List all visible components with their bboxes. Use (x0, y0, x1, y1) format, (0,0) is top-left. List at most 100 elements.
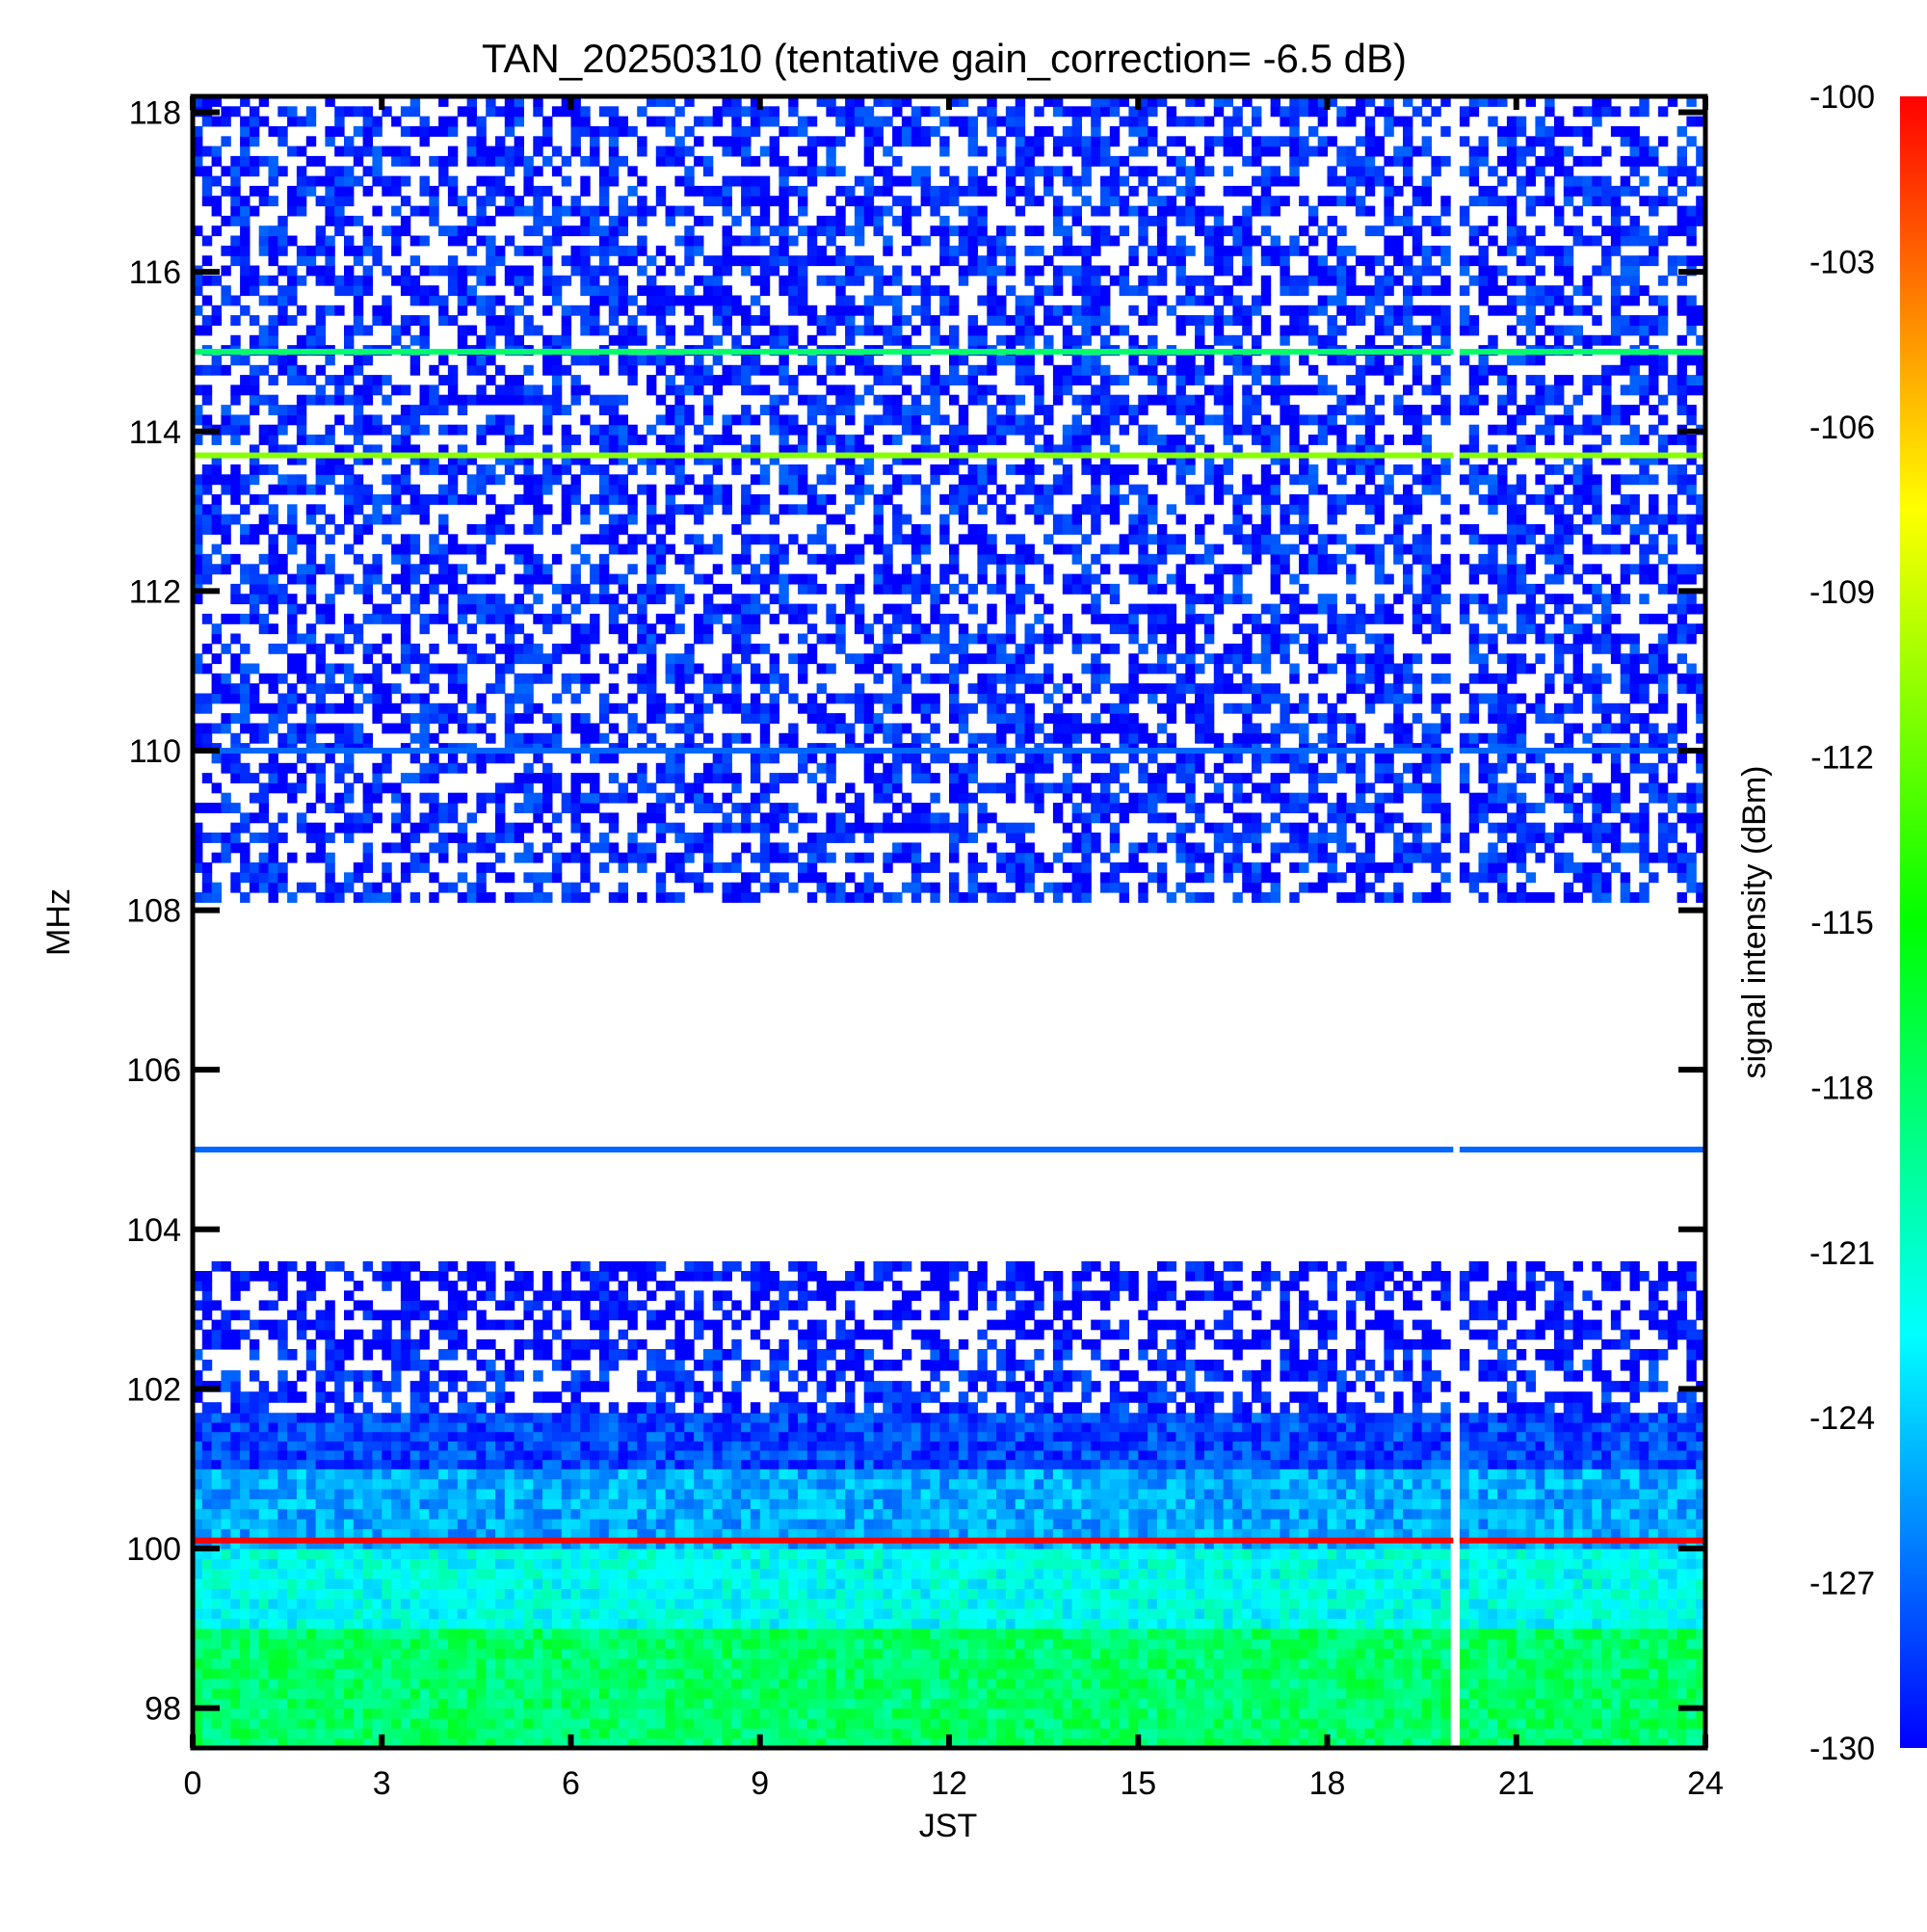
band-cell (826, 1578, 836, 1589)
band-cell (409, 1441, 421, 1451)
band-cell (325, 1459, 335, 1469)
band-cell (1091, 1478, 1101, 1490)
band-cell (1223, 1717, 1233, 1729)
band-cell (1317, 1618, 1329, 1629)
band-cell (930, 1618, 940, 1629)
band-cell (1582, 1578, 1593, 1589)
band-cell (920, 1728, 931, 1739)
band-cell (277, 1518, 288, 1529)
band-cell (1516, 1628, 1527, 1639)
band-cell (1572, 1628, 1583, 1639)
band-cell (249, 1568, 260, 1579)
band-cell (863, 1608, 875, 1620)
band-cell (457, 1459, 468, 1469)
band-cell (996, 1687, 1007, 1699)
band-cell (920, 1568, 931, 1579)
band-cell (1081, 1698, 1092, 1709)
band-cell (674, 1638, 685, 1650)
band-cell (590, 1478, 600, 1490)
band-cell (1317, 1668, 1329, 1680)
band-cell (353, 1431, 364, 1442)
band-cell (835, 1678, 846, 1689)
band-cell (1346, 1538, 1357, 1549)
band-cell (1516, 1678, 1527, 1689)
band-cell (1667, 1488, 1678, 1499)
band-cell (382, 1608, 392, 1620)
band-cell (1043, 1548, 1054, 1559)
band-cell (542, 1717, 553, 1729)
band-cell (987, 1508, 997, 1520)
band-cell (325, 1478, 335, 1490)
band-cell (769, 1431, 779, 1442)
band-cell (486, 1528, 496, 1540)
band-cell (798, 1717, 808, 1729)
band-cell (580, 1737, 591, 1749)
band-cell (873, 1459, 884, 1469)
band-cell (419, 1648, 430, 1659)
band-cell (1195, 1668, 1205, 1680)
band-cell (816, 1488, 827, 1499)
band-cell (514, 1548, 524, 1559)
band-cell (835, 1528, 846, 1540)
band-cell (1346, 1478, 1357, 1490)
band-cell (674, 1431, 685, 1442)
band-cell (1034, 1528, 1044, 1540)
band-cell (1421, 1568, 1432, 1579)
band-cell (533, 1508, 543, 1520)
band-cell (608, 1528, 620, 1540)
band-cell (996, 1518, 1007, 1529)
band-cell (419, 1518, 430, 1529)
band-cell (920, 1657, 931, 1669)
band-cell (1100, 1628, 1111, 1639)
band-cell (533, 1588, 543, 1600)
band-cell (1327, 1478, 1337, 1490)
band-cell (486, 1657, 496, 1669)
band-cell (788, 1568, 799, 1579)
band-cell (1468, 1449, 1480, 1461)
band-cell (523, 1588, 534, 1600)
band-cell (1043, 1508, 1054, 1520)
band-cell (409, 1558, 421, 1570)
band-cell (230, 1548, 241, 1559)
band-cell (892, 1441, 903, 1451)
band-cell (1384, 1488, 1394, 1499)
band-cell (296, 1628, 307, 1639)
band-cell (1468, 1459, 1480, 1469)
band-cell (551, 1578, 563, 1589)
band-cell (901, 1628, 912, 1639)
band-cell (1203, 1598, 1215, 1609)
band-cell (334, 1707, 345, 1719)
band-cell (1034, 1668, 1044, 1680)
band-cell (637, 1459, 647, 1469)
band-cell (731, 1568, 742, 1579)
band-cell (438, 1459, 449, 1469)
band-cell (939, 1687, 950, 1699)
band-cell (495, 1638, 506, 1650)
band-cell (977, 1678, 988, 1689)
band-cell (382, 1548, 392, 1559)
band-cell (1280, 1668, 1290, 1680)
band-cell (419, 1737, 430, 1749)
band-cell (1620, 1578, 1631, 1589)
band-cell (769, 1558, 779, 1570)
band-cell (1497, 1518, 1508, 1529)
band-cell (1327, 1488, 1337, 1499)
band-cell (845, 1678, 856, 1689)
band-cell (665, 1441, 675, 1451)
band-cell (665, 1648, 675, 1659)
band-cell (1299, 1449, 1309, 1461)
band-cell (1223, 1608, 1233, 1620)
band-cell (627, 1568, 638, 1579)
band-cell (1431, 1628, 1441, 1639)
band-cell (1667, 1441, 1678, 1451)
band-cell (372, 1728, 383, 1739)
band-cell (1299, 1668, 1309, 1680)
band-cell (211, 1578, 222, 1589)
band-cell (362, 1628, 373, 1639)
band-cell (1497, 1459, 1508, 1469)
band-cell (1554, 1648, 1565, 1659)
band-cell (1175, 1578, 1186, 1589)
band-cell (590, 1678, 600, 1689)
band-cell (1213, 1588, 1225, 1600)
band-cell (901, 1528, 912, 1540)
